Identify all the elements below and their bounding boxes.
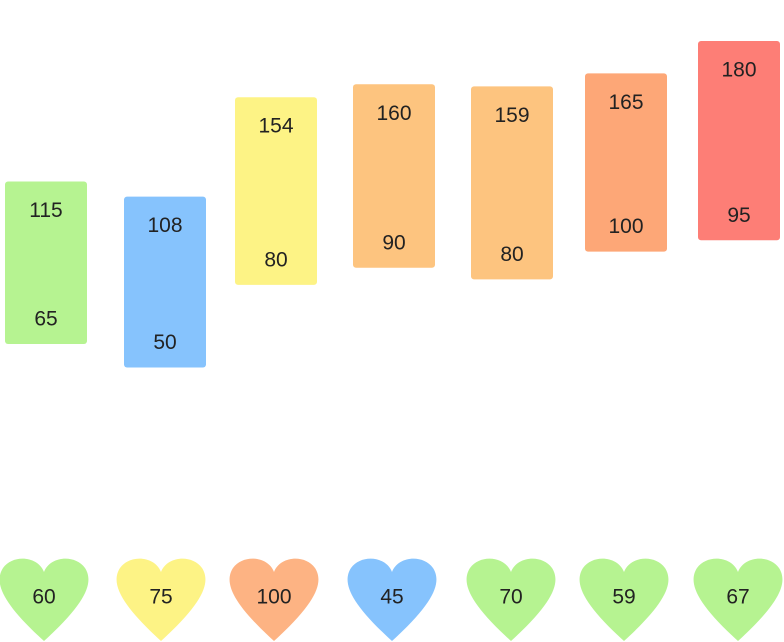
bar-6 (585, 73, 667, 252)
heart-7-label: 67 (726, 586, 749, 609)
heart-icon-5 (466, 558, 556, 641)
bar-3 (235, 97, 317, 285)
bar-2-high-label: 108 (147, 214, 182, 237)
bar-7-low-label: 95 (727, 204, 750, 227)
bar-7 (698, 41, 780, 241)
bar-1 (5, 181, 87, 344)
bar-4 (353, 84, 435, 268)
bar-3-low-label: 80 (264, 248, 287, 271)
bar-3-high-label: 154 (258, 115, 293, 138)
bar-6-low-label: 100 (608, 215, 643, 238)
heart-1-label: 60 (32, 586, 55, 609)
heart-icon-2 (116, 558, 206, 641)
bar-1-low-label: 65 (34, 308, 57, 331)
heart-icon-6 (579, 558, 669, 641)
bar-5 (471, 86, 553, 280)
bar-7-high-label: 180 (721, 59, 756, 82)
heart-icon-1 (0, 558, 89, 641)
bar-4-low-label: 90 (382, 231, 405, 254)
heart-4-label: 45 (380, 586, 403, 609)
bar-5-high-label: 159 (494, 104, 529, 127)
bars-group: 115 65 108 50 154 80 160 90 159 80 165 100 180 95 (5, 41, 780, 368)
heart-3-label: 100 (256, 586, 291, 609)
hearts-group: 60 75 100 45 70 59 67 (0, 558, 783, 641)
bar-2-low-label: 50 (153, 331, 176, 354)
bar-5-low-label: 80 (500, 243, 523, 266)
bar-4-high-label: 160 (376, 102, 411, 125)
bar-2 (124, 196, 206, 368)
bar-6-high-label: 165 (608, 91, 643, 114)
heart-2-label: 75 (149, 586, 172, 609)
heart-6-label: 59 (612, 586, 635, 609)
heart-icon-3 (229, 558, 319, 641)
bar-1-high-label: 115 (29, 199, 62, 222)
heart-icon-4 (347, 558, 437, 641)
heart-5-label: 70 (499, 586, 522, 609)
heart-icon-7 (693, 558, 783, 641)
